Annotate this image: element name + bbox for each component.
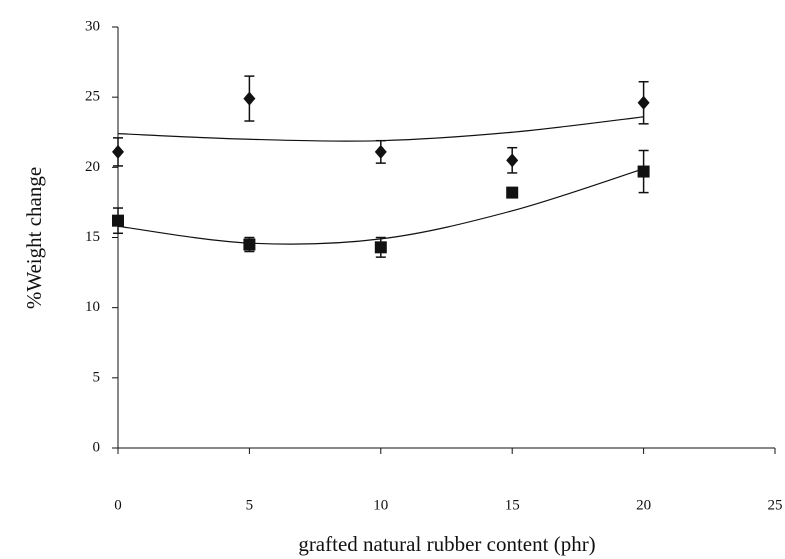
diamond-marker	[506, 153, 519, 168]
y-axis-title: %Weight change	[22, 167, 46, 309]
diamond-marker	[112, 144, 124, 159]
y-tick-label: 20	[85, 159, 100, 175]
y-tick-label: 15	[85, 229, 100, 245]
y-tick-label: 10	[85, 299, 100, 315]
x-tick-label: 25	[768, 497, 783, 513]
square-marker	[637, 165, 650, 178]
x-tick-label: 5	[246, 497, 254, 513]
trend-line	[117, 168, 644, 245]
y-tick-label: 25	[85, 89, 100, 105]
diamond-marker	[374, 144, 387, 159]
x-axis-title: grafted natural rubber content (phr)	[298, 532, 595, 556]
square-marker	[506, 186, 519, 199]
diamond-marker	[637, 95, 650, 110]
square-marker	[374, 241, 387, 254]
x-tick-label: 15	[505, 497, 520, 513]
y-tick-label: 5	[93, 369, 101, 385]
y-tick-label: 0	[93, 439, 101, 455]
y-tick-label: 30	[85, 18, 100, 34]
x-tick-label: 20	[636, 497, 651, 513]
trend-line	[117, 116, 644, 142]
square-marker	[112, 214, 124, 227]
x-tick-label: 10	[373, 497, 388, 513]
diamond-marker	[243, 91, 256, 106]
square-marker	[243, 238, 256, 251]
x-tick-label: 0	[114, 497, 122, 513]
